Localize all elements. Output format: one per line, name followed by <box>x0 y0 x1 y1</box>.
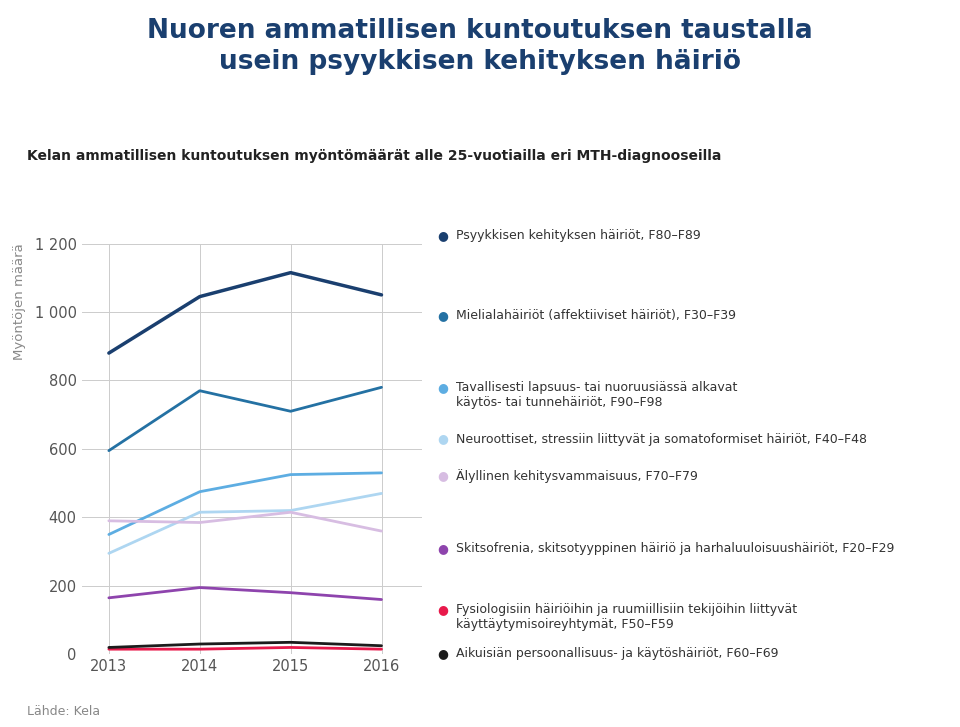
Text: Skitsofrenia, skitsotyyppinen häiriö ja harhaluuloisuushäiriöt, F20–F29: Skitsofrenia, skitsotyyppinen häiriö ja … <box>456 542 895 555</box>
Text: Mielialahäiriöt (affektiiviset häiriöt), F30–F39: Mielialahäiriöt (affektiiviset häiriöt),… <box>456 309 736 322</box>
Text: Neuroottiset, stressiin liittyvät ja somatoformiset häiriöt, F40–F48: Neuroottiset, stressiin liittyvät ja som… <box>456 433 867 446</box>
Text: ●: ● <box>437 542 447 555</box>
Text: Psyykkisen kehityksen häiriöt, F80–F89: Psyykkisen kehityksen häiriöt, F80–F89 <box>456 229 701 242</box>
Text: Nuoren ammatillisen kuntoutuksen taustalla
usein psyykkisen kehityksen häiriö: Nuoren ammatillisen kuntoutuksen taustal… <box>147 18 813 75</box>
Text: Älyllinen kehitysvammaisuus, F70–F79: Älyllinen kehitysvammaisuus, F70–F79 <box>456 469 698 483</box>
Text: Kelan ammatillisen kuntoutuksen myöntömäärät alle 25-vuotiailla eri MTH-diagnoos: Kelan ammatillisen kuntoutuksen myöntömä… <box>27 149 721 163</box>
Text: Aikuisiän persoonallisuus- ja käytöshäiriöt, F60–F69: Aikuisiän persoonallisuus- ja käytöshäir… <box>456 647 779 660</box>
Text: ●: ● <box>437 469 447 482</box>
Text: ●: ● <box>437 309 447 322</box>
Text: ●: ● <box>437 433 447 446</box>
Text: ●: ● <box>437 381 447 394</box>
Text: ●: ● <box>437 603 447 616</box>
Text: Tavallisesti lapsuus- tai nuoruusiässä alkavat
käytös- tai tunnehäiriöt, F90–F98: Tavallisesti lapsuus- tai nuoruusiässä a… <box>456 381 737 409</box>
Text: Fysiologisiin häiriöihin ja ruumiillisiin tekijöihin liittyvät
käyttäytymisoirey: Fysiologisiin häiriöihin ja ruumiillisii… <box>456 603 797 632</box>
Y-axis label: Myöntöjen määrä: Myöntöjen määrä <box>13 244 27 361</box>
Text: ●: ● <box>437 647 447 660</box>
Text: Lähde: Kela: Lähde: Kela <box>27 705 100 718</box>
Text: ●: ● <box>437 229 447 242</box>
